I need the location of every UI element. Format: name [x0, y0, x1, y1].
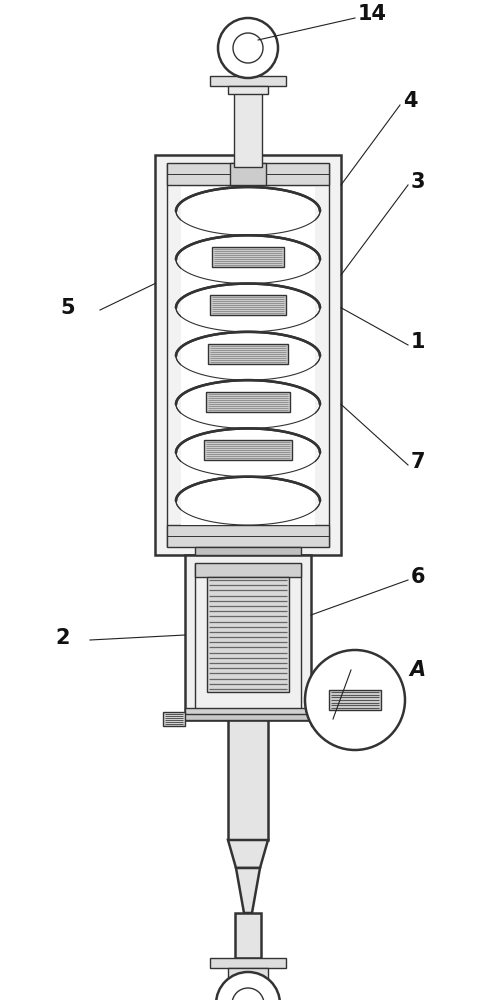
Bar [163, 712, 185, 726]
Bar [204, 440, 292, 460]
Bar [311, 712, 333, 726]
Circle shape [233, 33, 263, 63]
Circle shape [216, 972, 280, 1000]
Bar [155, 155, 341, 555]
Bar [181, 187, 315, 525]
Bar [235, 913, 261, 958]
Bar [329, 690, 381, 710]
Bar [207, 577, 289, 692]
Polygon shape [236, 868, 260, 913]
Bar [195, 563, 301, 577]
Bar [228, 86, 268, 94]
Bar [195, 547, 301, 555]
Bar [208, 344, 288, 364]
Bar [185, 708, 311, 720]
Bar [212, 247, 284, 267]
Bar [185, 555, 311, 720]
Circle shape [305, 650, 405, 750]
Bar [177, 714, 319, 720]
Text: 4: 4 [403, 91, 418, 111]
Text: A: A [409, 660, 425, 680]
Bar [210, 76, 286, 86]
Text: 14: 14 [358, 4, 387, 24]
Text: 3: 3 [411, 172, 426, 192]
Bar [228, 968, 268, 988]
Text: 2: 2 [55, 628, 69, 648]
Bar [234, 92, 262, 167]
Circle shape [218, 18, 278, 78]
Bar [210, 958, 286, 968]
Text: 5: 5 [60, 298, 74, 318]
Bar [241, 185, 255, 527]
Bar [210, 295, 286, 315]
Bar [167, 525, 329, 547]
Polygon shape [228, 840, 268, 868]
Text: 1: 1 [411, 332, 426, 352]
Bar [228, 720, 268, 840]
Bar [167, 163, 329, 185]
Text: 7: 7 [411, 452, 426, 472]
Bar [206, 392, 290, 412]
Circle shape [232, 988, 264, 1000]
Text: 6: 6 [411, 567, 426, 587]
Bar [230, 163, 266, 185]
